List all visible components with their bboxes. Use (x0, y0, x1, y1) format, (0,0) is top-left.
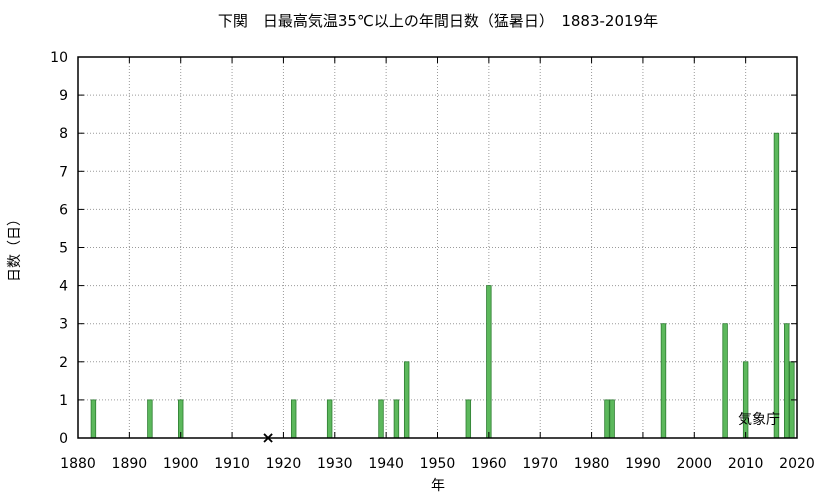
y-tick-labels: 0 1 2 3 4 5 6 7 8 9 10 (50, 50, 68, 447)
grid-lines (78, 57, 797, 438)
y-axis-label: 日数（日） (7, 212, 23, 282)
x-tick-label: 1930 (317, 456, 353, 472)
y-tick-label: 2 (59, 355, 68, 371)
x-axis-label: 年 (431, 478, 445, 494)
bar (403, 361, 410, 439)
x-tick-labels: 1880 1890 1900 1910 1920 1930 1940 1950 1960 1970… (60, 456, 815, 472)
bar (604, 399, 610, 439)
x-tick-label: 1890 (112, 456, 148, 472)
x-tick-label: 1980 (574, 456, 610, 472)
x-tick-label: 1880 (60, 456, 96, 472)
chart-title: 下関 日最高気温35℃以上の年間日数（猛暑日） 1883-2019年 (218, 12, 658, 30)
bar (465, 399, 472, 439)
x-tick-label: 1900 (163, 456, 199, 472)
x-tick-label: 1940 (368, 456, 404, 472)
x-tick-label: 1910 (214, 456, 250, 472)
y-tick-label: 4 (59, 279, 68, 295)
bar (378, 399, 384, 439)
bar (90, 399, 97, 439)
x-tick-label: 2010 (728, 456, 764, 472)
y-tick-label: 10 (50, 50, 68, 66)
bar (773, 132, 780, 439)
x-tick-label: 1920 (266, 456, 302, 472)
y-tick-label: 8 (59, 126, 68, 142)
x-tick-label: 2000 (676, 456, 712, 472)
bar (660, 323, 667, 439)
bar (609, 399, 615, 439)
y-tick-label: 6 (59, 202, 68, 218)
y-tick-label: 5 (59, 241, 68, 257)
y-tick-label: 3 (59, 317, 68, 333)
x-tick-label: 1950 (420, 456, 456, 472)
bar (393, 399, 400, 439)
axis-ticks (77, 56, 798, 439)
bar (147, 399, 153, 439)
bar (722, 323, 728, 439)
bar (290, 399, 297, 439)
y-tick-label: 0 (59, 431, 68, 447)
x-tick-label: 2020 (779, 456, 815, 472)
y-tick-label: 1 (59, 393, 68, 409)
bar (486, 285, 492, 439)
bars (90, 132, 795, 439)
y-tick-label: 9 (59, 88, 68, 104)
source-credit: 気象庁 (738, 412, 780, 428)
x-tick-label: 1970 (522, 456, 558, 472)
y-tick-label: 7 (59, 164, 68, 180)
x-tick-label: 1990 (625, 456, 661, 472)
bar (784, 323, 790, 439)
bar (326, 399, 333, 439)
x-tick-label: 1960 (471, 456, 507, 472)
